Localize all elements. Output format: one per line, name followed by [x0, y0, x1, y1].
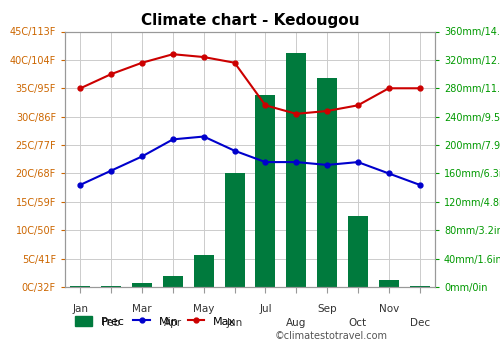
Text: Jun: Jun [226, 317, 242, 328]
Text: Mar: Mar [132, 304, 152, 314]
Text: Oct: Oct [349, 317, 367, 328]
Bar [101, 286, 121, 287]
Bar [348, 216, 368, 287]
Title: Climate chart - Kedougou: Climate chart - Kedougou [141, 13, 359, 28]
Bar [378, 280, 399, 287]
Bar [224, 174, 244, 287]
Bar [410, 286, 430, 287]
Text: Nov: Nov [378, 304, 399, 314]
Text: May: May [193, 304, 214, 314]
Text: Apr: Apr [164, 317, 182, 328]
Text: Jan: Jan [72, 304, 88, 314]
Text: Dec: Dec [410, 317, 430, 328]
Bar [163, 276, 183, 287]
Text: Aug: Aug [286, 317, 306, 328]
Text: Jul: Jul [259, 304, 272, 314]
Bar [194, 255, 214, 287]
Bar [132, 284, 152, 287]
Text: ©climatestotravel.com: ©climatestotravel.com [275, 331, 388, 341]
Bar [317, 78, 337, 287]
Bar [70, 286, 90, 287]
Bar [256, 95, 276, 287]
Bar [286, 53, 306, 287]
Text: Sep: Sep [318, 304, 337, 314]
Text: Feb: Feb [102, 317, 120, 328]
Legend: Prec, Min, Max: Prec, Min, Max [70, 312, 241, 331]
